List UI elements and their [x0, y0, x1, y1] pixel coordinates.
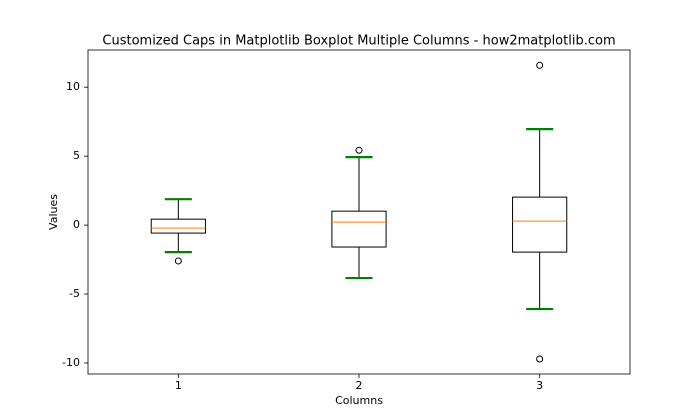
box — [331, 210, 387, 248]
box — [150, 218, 206, 234]
plot-frame — [87, 49, 631, 375]
y-axis-label: Values — [47, 194, 60, 230]
y-tick-label: 10 — [66, 80, 80, 93]
outlier — [355, 146, 363, 154]
chart-title: Customized Caps in Matplotlib Boxplot Mu… — [102, 34, 615, 49]
y-tick-label: -5 — [69, 287, 80, 300]
x-tick-label: 2 — [356, 379, 363, 392]
x-axis-label: Columns — [335, 394, 383, 407]
x-tick-label: 1 — [175, 379, 182, 392]
y-tick-label: 0 — [73, 218, 80, 231]
outlier — [536, 61, 544, 69]
outlier — [536, 355, 544, 363]
box — [512, 196, 568, 253]
y-tick-label: -10 — [62, 356, 80, 369]
x-tick-label: 3 — [536, 379, 543, 392]
y-tick-label: 5 — [73, 149, 80, 162]
outlier — [174, 257, 182, 265]
